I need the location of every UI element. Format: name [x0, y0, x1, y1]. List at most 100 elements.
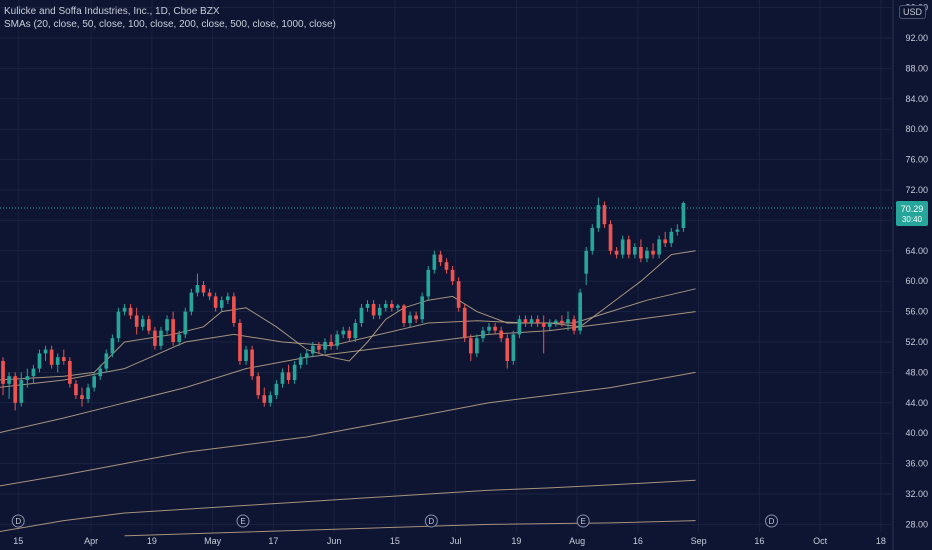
candle	[566, 311, 570, 331]
currency-label[interactable]: USD	[898, 5, 926, 19]
candle	[207, 288, 212, 301]
price-tick-label: 32.00	[905, 489, 928, 499]
time-tick-label: Jul	[450, 536, 462, 546]
candle-body	[304, 353, 309, 358]
event-marker[interactable]: D	[424, 514, 438, 528]
candle-body	[359, 307, 364, 323]
candle	[104, 349, 109, 373]
candle	[669, 228, 674, 247]
candle-body	[517, 319, 522, 335]
candle	[128, 304, 133, 320]
candle-body	[232, 296, 236, 323]
candle-body	[462, 307, 467, 339]
candle	[657, 235, 661, 259]
candle-body	[317, 345, 321, 350]
candle-body	[37, 353, 42, 369]
candle-body	[13, 376, 18, 403]
candle	[323, 338, 327, 354]
candle	[86, 383, 90, 403]
candle-body	[657, 239, 661, 255]
event-marker[interactable]: D	[765, 514, 779, 528]
candle-body	[19, 380, 24, 403]
symbol-title[interactable]: Kulicke and Soffa Industries, Inc., 1D, …	[4, 6, 220, 17]
candle	[444, 258, 449, 274]
candle	[292, 361, 297, 384]
candle-body	[183, 311, 188, 335]
candle	[347, 326, 352, 342]
candle	[244, 345, 248, 365]
candle-body	[68, 361, 72, 384]
candle	[675, 224, 680, 236]
candle-body	[110, 338, 115, 354]
price-tick-label: 40.00	[905, 428, 928, 438]
candle	[547, 319, 552, 331]
candle-body	[675, 229, 680, 232]
time-tick-label: Aug	[569, 536, 585, 546]
candle-body	[92, 376, 96, 388]
candle	[304, 349, 309, 365]
candle-body	[414, 315, 418, 320]
price-tick-label: 48.00	[905, 367, 928, 377]
price-tick-label: 84.00	[905, 94, 928, 104]
candle-body	[1, 361, 5, 384]
candle-body	[475, 338, 479, 354]
candle-body	[159, 330, 163, 346]
event-marker-label: D	[428, 517, 434, 526]
candle	[122, 304, 127, 316]
candle-body	[140, 319, 145, 327]
price-tick-label: 88.00	[905, 63, 928, 73]
candle	[80, 387, 84, 407]
candle-body	[323, 342, 327, 350]
candle	[626, 235, 631, 259]
event-marker[interactable]: E	[576, 514, 590, 528]
candle-body	[201, 285, 206, 293]
price-axis-panel[interactable]	[893, 0, 932, 550]
candle	[311, 342, 315, 358]
candle	[147, 315, 151, 335]
candle	[274, 380, 279, 399]
price-tick-label: 28.00	[905, 519, 928, 529]
candle	[651, 243, 655, 259]
candle-body	[244, 349, 248, 361]
candle	[499, 326, 503, 342]
indicator-legend[interactable]: SMAs (20, close, 50, close, 100, close, …	[4, 19, 336, 30]
candle	[49, 345, 54, 369]
candle	[238, 319, 242, 365]
time-tick-label: Apr	[84, 536, 98, 546]
candle-body	[61, 357, 66, 361]
candle	[420, 292, 425, 323]
candle	[596, 197, 601, 232]
event-marker[interactable]: D	[11, 514, 25, 528]
candle	[225, 292, 230, 304]
candle-body	[481, 330, 485, 339]
candle-body	[80, 395, 84, 399]
candle	[280, 368, 285, 388]
candle	[134, 307, 139, 335]
candle	[468, 334, 473, 361]
price-tick-label: 44.00	[905, 398, 928, 408]
candle-body	[456, 281, 461, 308]
time-tick-label: 19	[147, 536, 157, 546]
event-marker-label: D	[15, 517, 21, 526]
candle	[554, 319, 558, 327]
candle-body	[402, 305, 406, 323]
candle	[396, 304, 400, 312]
candle-body	[639, 247, 643, 259]
candle-body	[390, 304, 394, 308]
candle-body	[335, 334, 339, 346]
event-marker-circle	[424, 514, 438, 528]
candle-body	[468, 338, 473, 354]
event-marker[interactable]: E	[236, 514, 250, 528]
candle-body	[371, 304, 376, 316]
candle	[359, 304, 364, 327]
candle	[256, 372, 261, 399]
candle	[645, 247, 649, 263]
candle	[560, 315, 564, 327]
candle	[632, 243, 637, 259]
candle	[201, 281, 206, 297]
candle-body	[596, 205, 601, 228]
time-tick-label: 18	[876, 536, 886, 546]
candle	[371, 300, 376, 320]
